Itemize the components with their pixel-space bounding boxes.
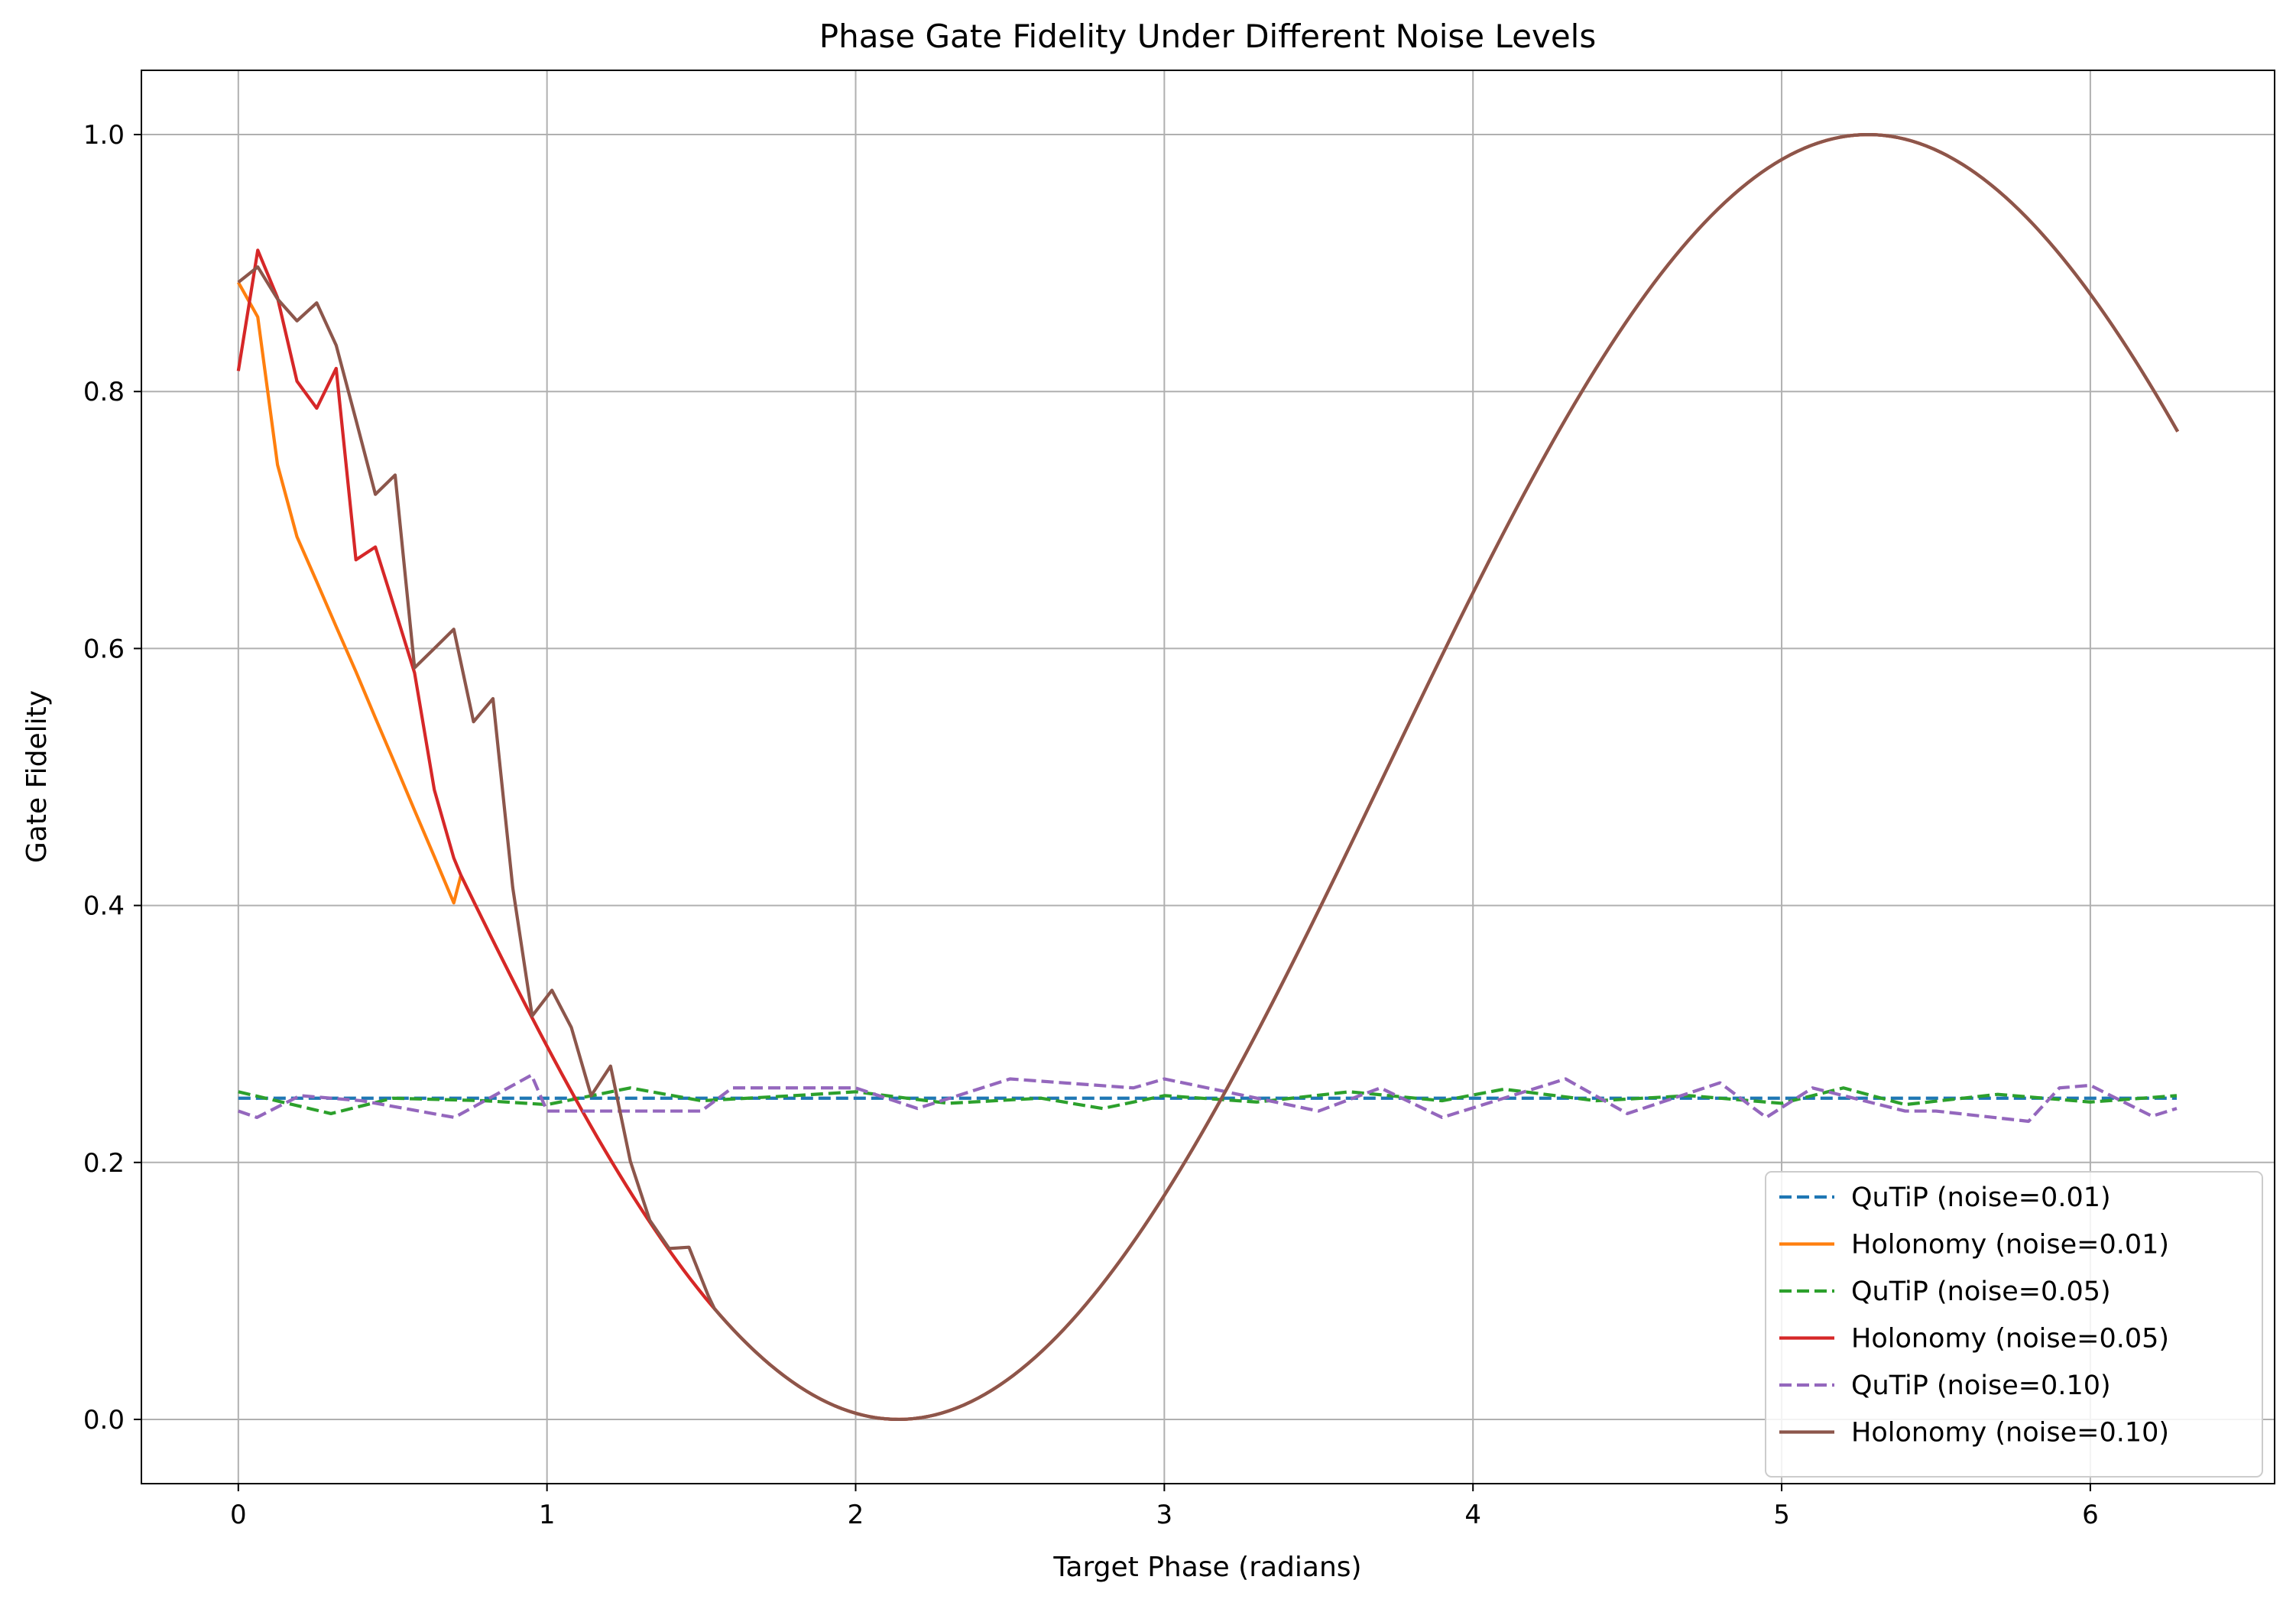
series-line-5 (238, 1073, 2178, 1124)
x-tick-label: 5 (1773, 1500, 1790, 1530)
x-tick-label: 1 (539, 1500, 556, 1530)
y-axis-label: Gate Fidelity (21, 690, 53, 863)
legend-label: QuTiP (noise=0.05) (1851, 1276, 2111, 1307)
legend: QuTiP (noise=0.01) Holonomy (noise=0.01) Q… (1765, 1171, 2263, 1478)
x-tick-label: 6 (2082, 1500, 2099, 1530)
legend-label: QuTiP (noise=0.10) (1851, 1371, 2111, 1401)
series-line-6 (237, 132, 2180, 1422)
legend-label: Holonomy (noise=0.05) (1851, 1324, 2169, 1354)
y-tick-label: 1.0 (83, 120, 125, 151)
x-axis-label: Target Phase (radians) (1052, 1552, 1361, 1583)
grid-layer (141, 70, 2275, 1484)
plot-frame (141, 70, 2275, 1484)
y-tick-label: 0.6 (83, 634, 125, 664)
x-tick-label: 2 (848, 1500, 864, 1530)
y-tick-label: 0.4 (83, 891, 125, 922)
y-tick-label: 0.2 (83, 1148, 125, 1179)
legend-label: QuTiP (noise=0.01) (1851, 1182, 2111, 1213)
legend-label: Holonomy (noise=0.01) (1851, 1230, 2169, 1260)
series-line-3 (238, 1086, 2178, 1115)
legend-box (1765, 1171, 2263, 1478)
x-tick-label: 3 (1156, 1500, 1173, 1530)
y-tick-label: 0.8 (83, 377, 125, 407)
x-tick-label: 0 (230, 1500, 247, 1530)
y-tick-label: 0.0 (83, 1405, 125, 1435)
series-layer (236, 132, 2180, 1422)
x-tick-label: 4 (1464, 1500, 1481, 1530)
chart-title: Phase Gate Fidelity Under Different Nois… (819, 18, 1596, 55)
tick-layer: 0 1 2 3 4 5 6 0.0 0.2 0.4 0.6 0.8 1.0 (83, 120, 2099, 1530)
legend-label: Holonomy (noise=0.10) (1851, 1418, 2169, 1448)
